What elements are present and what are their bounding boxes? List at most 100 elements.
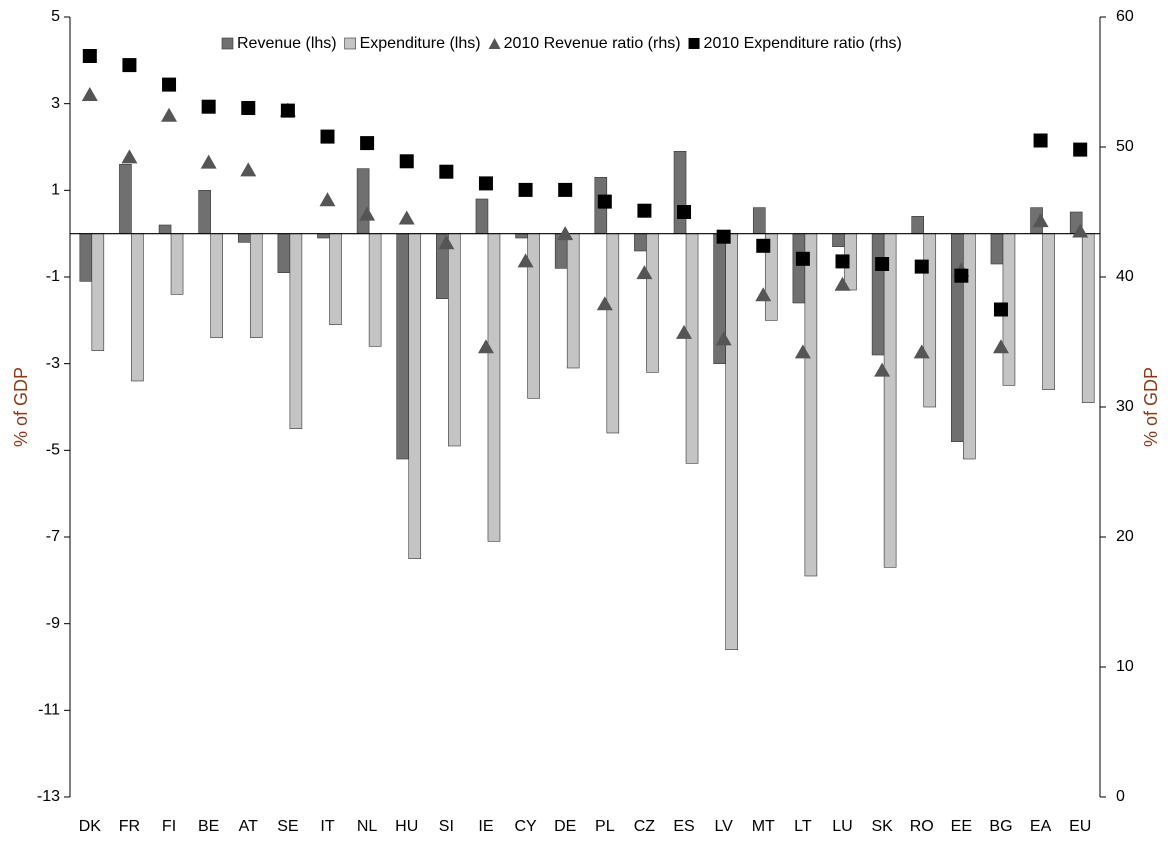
bar (990, 233, 1004, 265)
triangle-marker (636, 265, 653, 280)
legend-swatch (344, 37, 356, 50)
bar (131, 233, 144, 382)
bar (79, 233, 93, 282)
triangle-marker (438, 235, 455, 250)
bar (210, 233, 223, 338)
triangle-marker (359, 206, 376, 221)
x-tick-label: SK (871, 818, 893, 835)
bar (1042, 233, 1055, 390)
triangle-marker (200, 154, 217, 169)
bar (685, 233, 699, 464)
triangle-marker (319, 192, 336, 207)
y2-tick-label: 0 (1116, 788, 1125, 805)
bar (249, 233, 263, 338)
square-marker (558, 182, 573, 197)
square-marker (518, 182, 533, 197)
legend-swatch (221, 37, 234, 50)
x-tick-label: RO (910, 818, 934, 835)
x-tick-label: PL (595, 818, 615, 835)
triangle-marker (161, 107, 178, 122)
y-tick-label: -11 (38, 702, 60, 719)
triangle-marker (240, 162, 257, 177)
x-tick-label: LV (714, 818, 733, 835)
bar (356, 168, 370, 234)
legend-label: Revenue (lhs) (237, 35, 337, 52)
y-tick-label: -1 (46, 268, 60, 285)
bar (475, 198, 489, 234)
bar (527, 233, 540, 399)
x-tick-label: SE (277, 818, 298, 835)
square-marker (875, 257, 890, 271)
bar (566, 233, 580, 369)
legend-label: Expenditure (lhs) (360, 35, 481, 52)
y-tick-label: -5 (46, 442, 60, 459)
square-marker (1073, 142, 1088, 157)
square-marker (439, 164, 454, 179)
square-marker (241, 101, 256, 115)
square-marker (677, 205, 692, 219)
x-tick-label: HU (395, 818, 418, 835)
triangle-marker (715, 331, 732, 346)
bar (396, 233, 410, 460)
bar (673, 151, 687, 234)
bar (832, 233, 845, 247)
x-tick-label: NL (357, 818, 378, 835)
legend-swatch (688, 38, 700, 49)
square-marker (954, 268, 969, 283)
square-marker (716, 229, 731, 244)
square-marker (122, 58, 137, 73)
triangle-marker (874, 362, 891, 377)
bar (277, 233, 291, 273)
bar (237, 233, 251, 243)
bar (198, 190, 211, 234)
x-tick-label: FI (162, 818, 176, 835)
x-tick-label: SI (439, 818, 454, 835)
square-marker (637, 203, 652, 218)
bar (289, 233, 303, 429)
triangle-marker (477, 339, 494, 354)
x-tick-label: IE (478, 818, 493, 835)
x-tick-label: DK (79, 818, 102, 835)
bar (515, 233, 528, 239)
y2-tick-label: 50 (1116, 138, 1134, 155)
triangle-marker (517, 253, 534, 268)
bar (487, 233, 501, 542)
x-tick-label: BE (198, 818, 219, 835)
square-marker (597, 194, 612, 209)
bar (1081, 233, 1095, 403)
square-marker (795, 251, 810, 266)
bar (329, 233, 342, 325)
triangle-marker (121, 149, 138, 164)
y-axis-title: % of GDP (11, 367, 31, 447)
square-marker (82, 49, 97, 63)
x-tick-label: EE (951, 818, 972, 835)
square-marker (399, 154, 414, 169)
square-marker (835, 254, 850, 269)
bar (646, 233, 659, 373)
x-tick-label: AT (239, 818, 258, 835)
triangle-marker (834, 276, 851, 291)
y-tick-label: -13 (37, 788, 60, 805)
bar (792, 233, 806, 304)
x-tick-label: IT (320, 818, 334, 835)
triangle-marker (992, 339, 1009, 354)
x-tick-label: FR (119, 818, 140, 835)
x-tick-label: ES (673, 818, 694, 835)
square-marker (360, 136, 375, 151)
square-marker (756, 238, 771, 253)
legend-swatch (488, 38, 501, 49)
square-marker (201, 99, 216, 114)
y2-tick-label: 60 (1116, 8, 1134, 25)
triangle-marker (794, 344, 811, 359)
square-marker (280, 103, 295, 118)
x-tick-label: BG (989, 818, 1012, 835)
y2-tick-label: 20 (1116, 528, 1134, 545)
triangle-marker (557, 226, 574, 241)
y2-tick-label: 10 (1116, 658, 1134, 675)
square-marker (162, 77, 177, 92)
y-tick-label: 1 (51, 182, 60, 199)
x-tick-label: EA (1030, 818, 1052, 835)
y-tick-label: 5 (51, 8, 60, 25)
triangle-marker (1032, 213, 1049, 228)
